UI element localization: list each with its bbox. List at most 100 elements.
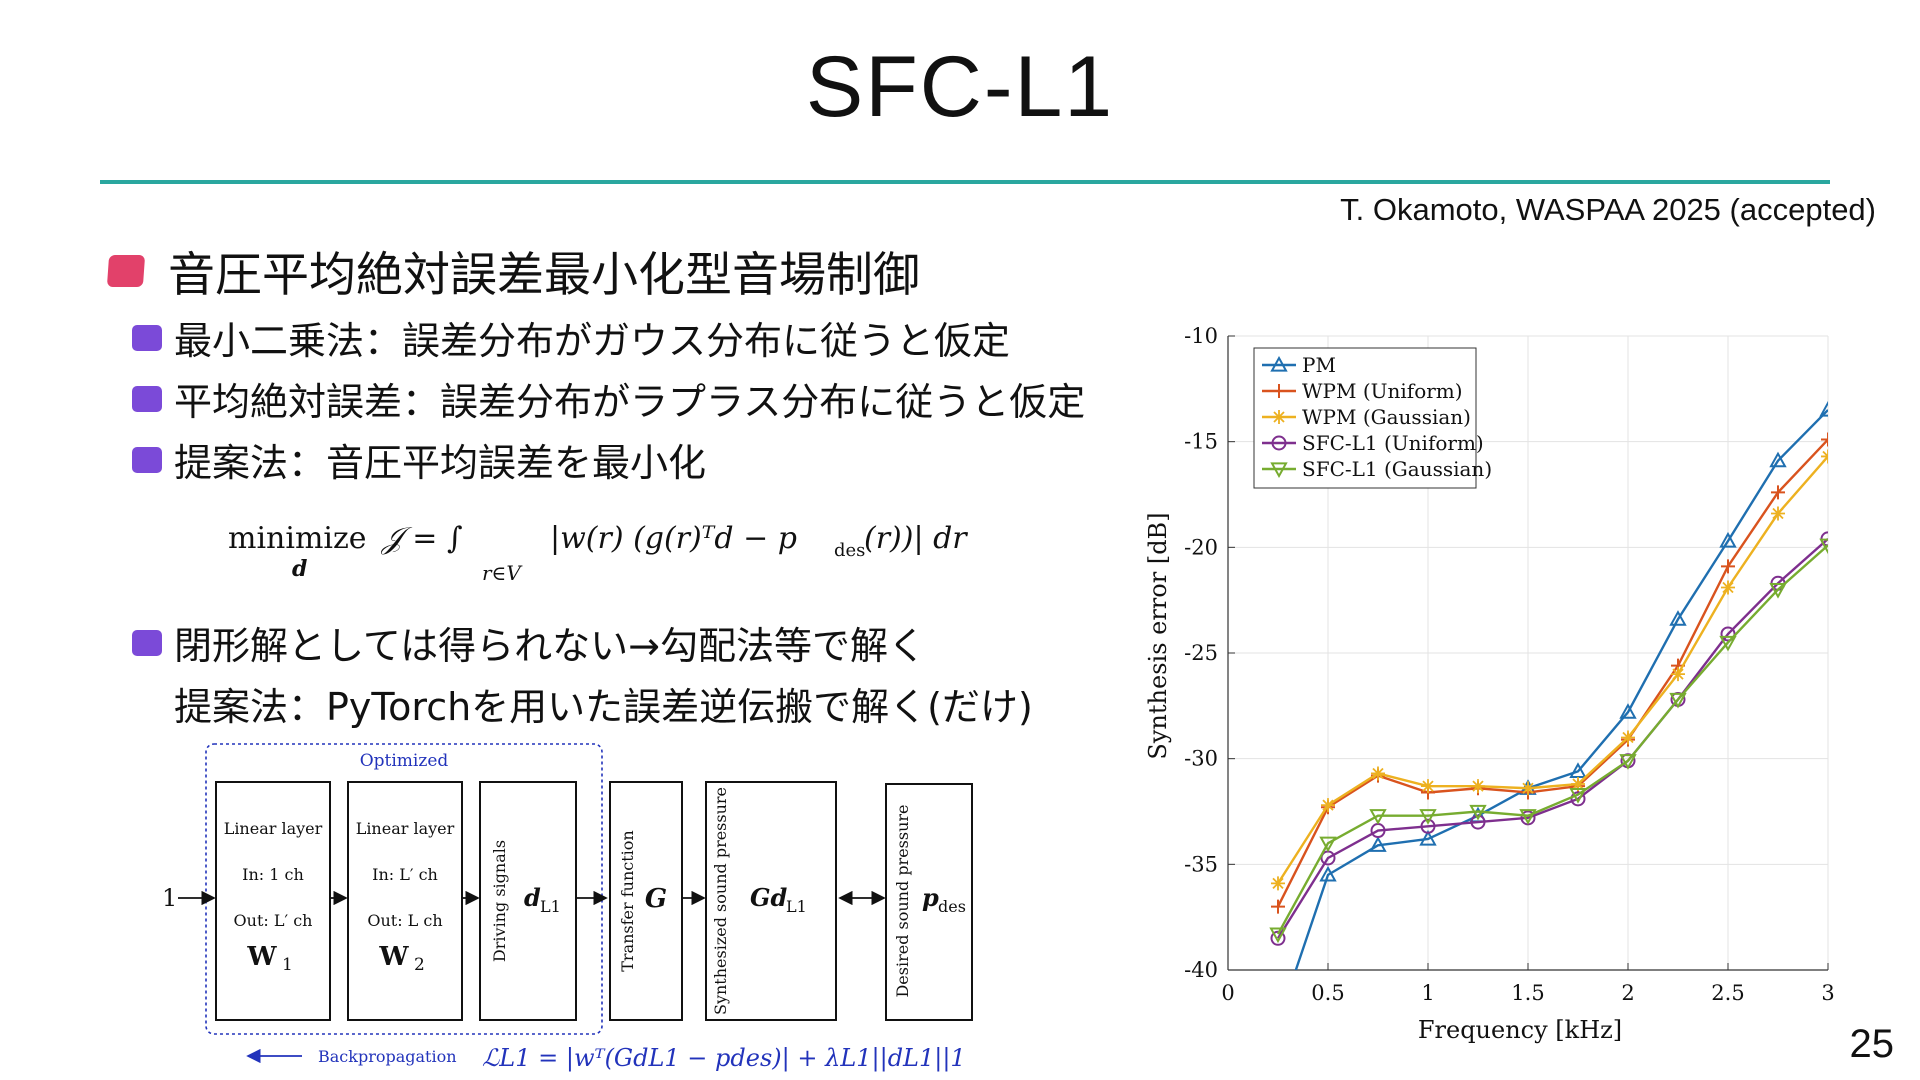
series-line	[1276, 438, 1828, 908]
box2-sub: 2	[414, 955, 425, 975]
bullet-item: 平均絶対誤差：誤差分布がラプラス分布に従うと仮定	[132, 371, 1085, 426]
formula-sub: d	[292, 556, 307, 582]
bullet-item: 閉形解としては得られない→勾配法等で解く	[132, 615, 926, 670]
chart-axes: 0 0.5 1 1.5 2 2.5 3 -10 -15 -20 -25 -30 -35 -40	[1184, 324, 1835, 1005]
box6-vertical-label: Desired sound pressure	[893, 804, 912, 997]
data-point	[1470, 814, 1486, 830]
series-line	[1276, 537, 1828, 939]
data-point	[1270, 355, 1288, 372]
y-tick-label: -40	[1184, 958, 1218, 982]
data-point	[1821, 449, 1828, 464]
legend-label: SFC-L1 (Uniform)	[1302, 431, 1484, 455]
data-point	[1569, 787, 1587, 804]
bullet-item: 最小二乗法：誤差分布がガウス分布に従うと仮定	[132, 310, 1010, 365]
backprop-label: Backpropagation	[318, 1047, 457, 1066]
bullet-icon	[132, 629, 162, 656]
box3-sub: L1	[540, 897, 561, 916]
box4-symbol: G	[645, 884, 667, 914]
box4-vertical-label: Transfer function	[618, 830, 637, 971]
data-point	[1269, 927, 1287, 944]
box2-line3: Out: L ch	[367, 911, 442, 930]
data-point	[1271, 435, 1287, 451]
data-point	[1819, 538, 1828, 555]
box2-symbol: W	[378, 942, 409, 972]
y-tick-label: -30	[1184, 747, 1218, 771]
data-point	[1369, 836, 1387, 852]
citation: T. Okamoto, WASPAA 2025 (accepted)	[1340, 192, 1876, 227]
data-point	[1569, 762, 1587, 778]
y-axis-label: Synthesis error [dB]	[1144, 512, 1172, 759]
box1-sub: 1	[282, 955, 293, 975]
data-point	[1721, 580, 1735, 595]
data-point	[1419, 829, 1437, 846]
bullet-text: 最小二乗法：誤差分布がガウス分布に従うと仮定	[174, 319, 1011, 363]
data-point	[1272, 384, 1286, 398]
data-point	[1369, 809, 1387, 825]
y-tick-label: -20	[1184, 535, 1218, 559]
x-axis-label: Frequency [kHz]	[1418, 1016, 1622, 1044]
slide-title: SFC-L1	[805, 39, 1115, 135]
bullet-icon	[132, 385, 162, 412]
data-point	[1521, 781, 1535, 796]
y-tick-label: -10	[1184, 324, 1218, 348]
network-diagram: Optimized 1 Linear layer In: 1 ch Out: L…	[162, 743, 973, 1073]
data-point	[1619, 703, 1637, 719]
legend-label: WPM (Uniform)	[1302, 379, 1463, 403]
x-tick-label: 1.5	[1511, 981, 1544, 1005]
data-point	[1669, 610, 1687, 626]
data-point	[1519, 809, 1537, 825]
loss-formula: ℒL1 = |wᵀ(GdL1 − pdes)| + λL1||dL1||1	[482, 1044, 966, 1073]
linear-layer-1	[215, 781, 331, 1021]
formula-integrand: |w(r) (g(r)ᵀd − p	[550, 521, 797, 556]
box6-sub: des	[938, 897, 966, 916]
data-point	[1769, 583, 1787, 599]
data-point	[1570, 791, 1586, 807]
bullet-text: 提案法：音圧平均誤差を最小化	[174, 441, 707, 485]
data-point	[1319, 865, 1337, 882]
chart-series	[1269, 400, 1828, 970]
page-number: 25	[1849, 1022, 1895, 1066]
box1-line1: Linear layer	[224, 819, 323, 838]
box3-symbol: d	[524, 883, 541, 912]
data-point	[1321, 798, 1335, 813]
y-tick-label: -15	[1184, 430, 1218, 454]
series-line	[1276, 544, 1828, 935]
bullet-item: 提案法：音圧平均誤差を最小化	[132, 432, 706, 487]
box2-line2: In: L′ ch	[372, 865, 438, 884]
series-line	[1294, 409, 1828, 970]
x-tick-label: 3	[1821, 981, 1834, 1005]
data-point	[1469, 804, 1487, 821]
data-point	[1721, 559, 1735, 574]
data-point	[1471, 779, 1485, 794]
box5-vertical-label: Synthesized sound pressure	[711, 787, 730, 1015]
transfer-function-box	[609, 781, 683, 1021]
formula-body: 𝒥 = ∫	[380, 521, 463, 556]
box5-symbol: Gd	[750, 883, 787, 912]
formula-minimize: minimize	[228, 521, 367, 556]
box6-symbol: p	[922, 883, 939, 912]
legend-label: WPM (Gaussian)	[1302, 405, 1471, 429]
linear-layer-2	[347, 781, 463, 1021]
input-label: 1	[162, 884, 177, 912]
data-point	[1571, 777, 1585, 792]
box1-line3: Out: L′ ch	[234, 911, 313, 930]
bullet-icon	[132, 446, 162, 473]
data-point	[1319, 836, 1337, 853]
x-tick-label: 2.5	[1711, 981, 1744, 1005]
synthesized-pressure-box	[705, 781, 837, 1021]
y-tick-label: -35	[1184, 852, 1218, 876]
bullet-icon	[132, 324, 162, 351]
main-heading-text: 音圧平均絶対誤差最小化型音場制御	[168, 248, 920, 303]
box3-vertical-label: Driving signals	[490, 840, 509, 962]
legend-label: PM	[1302, 353, 1336, 377]
bullet-continuation: 提案法：PyTorchを用いた誤差逆伝搬で解く(だけ)	[174, 685, 1033, 729]
data-point	[1272, 410, 1286, 424]
formula-des: des	[834, 540, 865, 561]
data-point	[1419, 809, 1437, 825]
data-point	[1420, 818, 1436, 834]
x-tick-label: 1	[1421, 981, 1434, 1005]
main-heading: 音圧平均絶対誤差最小化型音場制御	[106, 236, 920, 305]
data-point	[1671, 667, 1685, 682]
data-point	[1270, 462, 1288, 479]
